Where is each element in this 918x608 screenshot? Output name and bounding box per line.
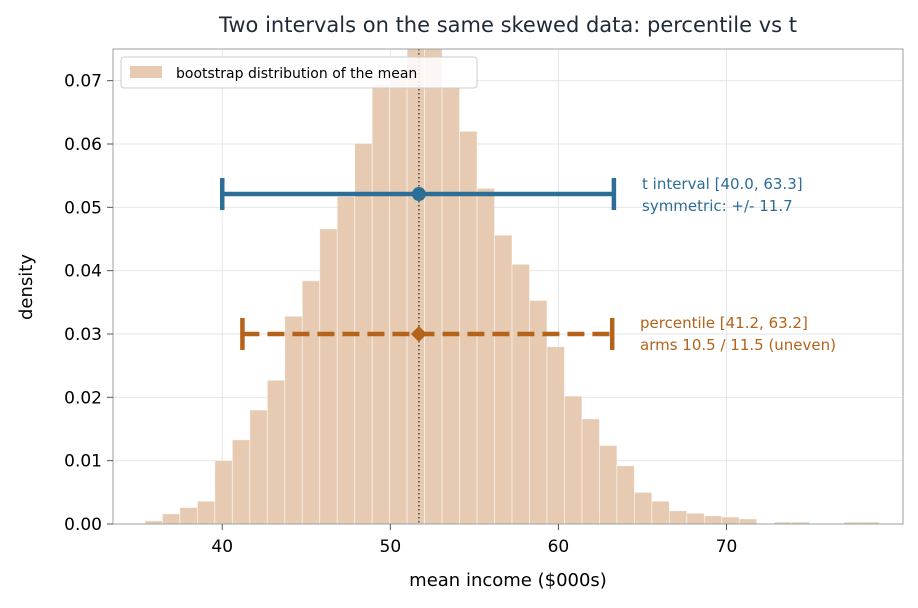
legend-label: bootstrap distribution of the mean xyxy=(176,66,417,82)
histogram-bar xyxy=(319,228,338,525)
histogram-bar xyxy=(284,315,303,525)
x-tick-label: 60 xyxy=(548,537,570,557)
histogram-bar xyxy=(616,465,635,525)
percentile-interval-label: percentile [41.2, 63.2] xyxy=(640,314,808,332)
y-tick-label: 0.00 xyxy=(64,515,102,535)
histogram-bar xyxy=(494,234,513,525)
x-tick-label: 40 xyxy=(211,537,233,557)
histogram-bar xyxy=(371,84,391,525)
x-axis-label: mean income ($000s) xyxy=(409,570,607,591)
histogram-bar xyxy=(599,445,618,525)
histogram-bar xyxy=(581,418,600,525)
percentile-interval-center-marker xyxy=(410,326,427,342)
y-tick-label: 0.05 xyxy=(64,198,102,218)
chart-title: Two intervals on the same skewed data: p… xyxy=(218,13,797,37)
y-tick-label: 0.04 xyxy=(64,262,102,282)
histogram-bar xyxy=(179,507,198,525)
histogram-bar xyxy=(634,491,653,525)
y-tick-label: 0.03 xyxy=(64,325,102,345)
histogram-bar xyxy=(336,196,356,525)
plot-frame xyxy=(112,48,904,525)
histogram-bar xyxy=(651,500,670,525)
histogram-bar xyxy=(476,187,495,525)
histogram-bar xyxy=(249,409,268,525)
histogram-bar xyxy=(196,500,216,525)
interval-overlays xyxy=(220,49,617,524)
histogram-bar xyxy=(511,263,530,525)
legend-box xyxy=(120,56,478,89)
histogram-bar xyxy=(721,516,740,525)
t-interval-label-secondary: symmetric: +/- 11.7 xyxy=(642,197,793,215)
histogram-bar xyxy=(441,86,460,525)
legend: bootstrap distribution of the mean xyxy=(120,56,478,89)
legend-swatch xyxy=(130,66,162,78)
histogram-bar xyxy=(231,439,251,525)
histogram-bar xyxy=(738,518,758,525)
x-tick-label: 70 xyxy=(716,537,738,557)
y-tick-label: 0.07 xyxy=(64,72,102,92)
histogram-bar xyxy=(686,512,705,525)
x-tick-label: 50 xyxy=(380,537,402,557)
histogram-bar xyxy=(564,395,583,525)
histogram-bar xyxy=(703,515,723,525)
axis-ticks: 40 50 60 70 0.00 0.01 0.02 0.03 0.04 0.05 0.06 0.07 xyxy=(64,72,737,557)
t-interval-center-marker xyxy=(411,187,426,202)
y-tick-label: 0.01 xyxy=(64,452,102,472)
histogram-bar xyxy=(459,130,478,525)
histogram-bar xyxy=(668,510,688,525)
histogram-bar xyxy=(266,379,286,525)
histogram-bars xyxy=(144,48,880,525)
histogram-bar xyxy=(546,346,565,525)
histogram-bar xyxy=(214,460,233,525)
y-axis-label: density xyxy=(16,254,37,320)
percentile-interval-label-secondary: arms 10.5 / 11.5 (uneven) xyxy=(640,336,836,354)
histogram-bar xyxy=(301,280,321,525)
y-tick-label: 0.06 xyxy=(64,135,102,155)
histogram-bar xyxy=(424,48,443,525)
t-interval-label: t interval [40.0, 63.3] xyxy=(642,175,803,193)
histogram-bar xyxy=(162,513,181,525)
histogram-bar xyxy=(406,48,426,525)
histogram-bar xyxy=(389,73,408,525)
y-tick-label: 0.02 xyxy=(64,388,102,408)
